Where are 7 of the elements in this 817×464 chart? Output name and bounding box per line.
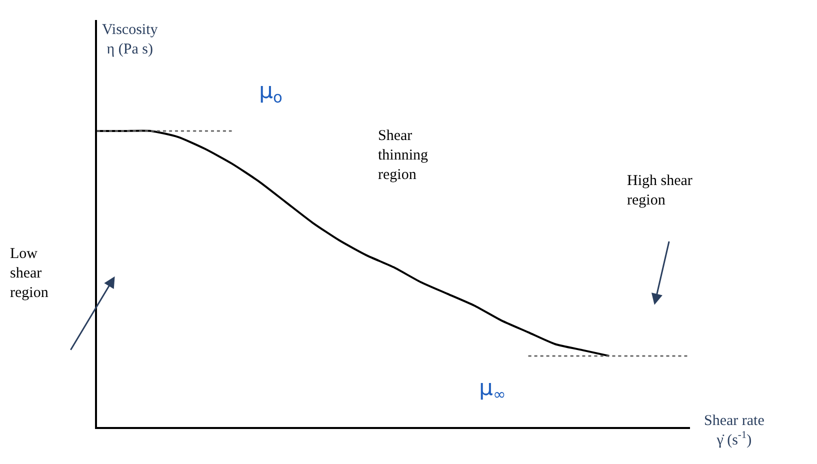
text: μ$_{o}$ — [259, 79, 282, 107]
annotation: μ$_{∞}$ — [479, 376, 506, 404]
text: Low shear region — [10, 246, 49, 301]
x-axis-title: Shear rate γ̇ (s$^{-1}$) — [704, 413, 765, 448]
annotation: High shear region — [627, 173, 692, 208]
y-axis-title: Viscosity η (Pa s) — [102, 22, 158, 58]
annotation: Shear thinning region — [378, 128, 428, 183]
